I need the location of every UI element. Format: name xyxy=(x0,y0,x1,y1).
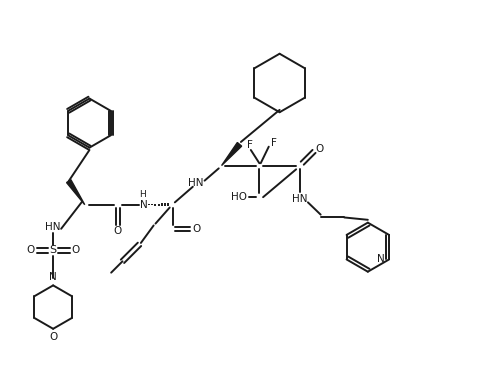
Polygon shape xyxy=(67,180,85,205)
Text: HN: HN xyxy=(46,222,61,232)
Text: HN: HN xyxy=(188,178,204,188)
Text: N: N xyxy=(49,272,57,282)
Text: O: O xyxy=(316,144,324,154)
Text: O: O xyxy=(114,226,122,236)
Text: N: N xyxy=(140,200,148,210)
Polygon shape xyxy=(222,142,242,165)
Text: O: O xyxy=(193,224,201,234)
Text: H: H xyxy=(139,190,146,199)
Text: HO: HO xyxy=(231,192,248,202)
Text: O: O xyxy=(72,246,80,255)
Text: F: F xyxy=(247,140,253,150)
Text: N: N xyxy=(377,254,385,264)
Text: S: S xyxy=(49,246,57,255)
Text: HN: HN xyxy=(292,193,308,204)
Text: O: O xyxy=(49,332,57,342)
Text: F: F xyxy=(272,138,277,148)
Text: O: O xyxy=(26,246,34,255)
